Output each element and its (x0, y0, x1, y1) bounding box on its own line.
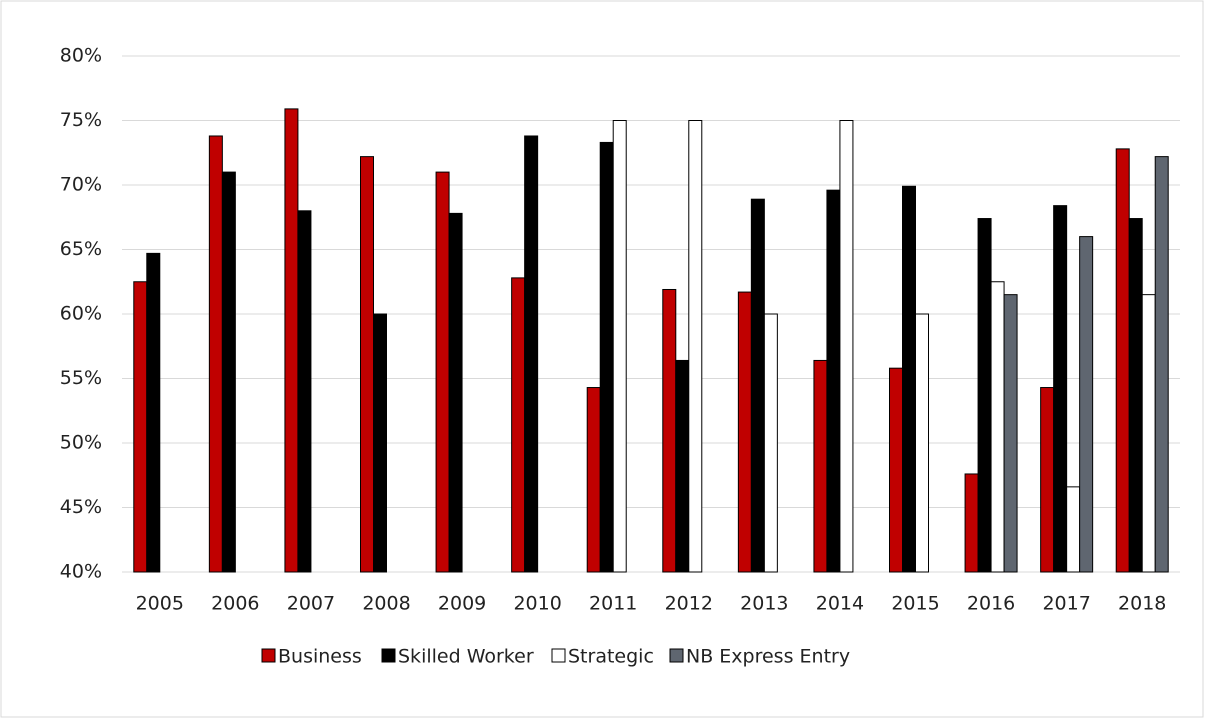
legend-label: Business (278, 646, 362, 668)
bar (826, 189, 841, 573)
bar (750, 198, 765, 573)
bar (435, 171, 450, 573)
legend-swatch (551, 648, 566, 663)
bar (373, 313, 387, 573)
bar (763, 313, 778, 573)
y-tick-label: 65% (60, 238, 102, 260)
legend-swatch (381, 648, 396, 663)
y-tick-label: 55% (60, 367, 102, 389)
bar (964, 473, 979, 573)
x-tick-label: 2010 (513, 593, 561, 615)
bar (675, 359, 690, 573)
bar (662, 288, 677, 573)
bar (1154, 156, 1169, 573)
y-tick-label: 60% (60, 303, 102, 325)
y-tick-label: 80% (60, 45, 102, 67)
legend-label: Skilled Worker (398, 646, 534, 668)
bar (1128, 218, 1143, 573)
x-tick-label: 2008 (362, 593, 410, 615)
y-tick-label: 40% (60, 561, 102, 583)
bar (599, 141, 614, 573)
x-tick-label: 2014 (816, 593, 864, 615)
bar (688, 120, 703, 573)
y-tick-label: 45% (60, 496, 102, 518)
y-tick-label: 70% (60, 174, 102, 196)
x-tick-label: 2013 (740, 593, 788, 615)
bar (511, 277, 526, 573)
x-tick-label: 2012 (665, 593, 713, 615)
x-tick-label: 2005 (136, 593, 184, 615)
bar (284, 108, 299, 573)
bar (146, 252, 161, 573)
bar (524, 135, 539, 573)
bar (839, 120, 854, 573)
y-tick-label: 50% (60, 432, 102, 454)
bar (902, 185, 916, 573)
bar (297, 210, 312, 573)
bar (1141, 294, 1156, 573)
bar (1003, 294, 1018, 573)
x-tick-label: 2011 (589, 593, 637, 615)
legend-swatch (669, 648, 684, 663)
x-tick-label: 2017 (1042, 593, 1090, 615)
x-tick-label: 2018 (1118, 593, 1166, 615)
x-tick-label: 2015 (891, 593, 939, 615)
bar (990, 281, 1005, 573)
x-tick-label: 2007 (287, 593, 335, 615)
bar (1040, 387, 1055, 573)
bar (813, 359, 828, 573)
bar (1079, 236, 1094, 573)
y-tick-label: 75% (60, 109, 102, 131)
legend-label: NB Express Entry (686, 646, 850, 668)
legend-swatch (261, 648, 276, 663)
bar (1115, 148, 1130, 573)
x-tick-label: 2006 (211, 593, 259, 615)
legend-label: Strategic (568, 646, 654, 668)
bar (133, 281, 148, 573)
bar (612, 120, 627, 573)
bar (1053, 205, 1068, 573)
bar (977, 218, 992, 573)
bar (889, 367, 903, 573)
bar (208, 135, 223, 573)
bar (915, 313, 929, 573)
bar (221, 171, 236, 573)
bar (360, 156, 374, 573)
x-tick-label: 2016 (967, 593, 1015, 615)
bar (737, 291, 752, 573)
bar (586, 387, 601, 573)
bar (448, 212, 463, 573)
x-tick-label: 2009 (438, 593, 486, 615)
bar (1066, 486, 1081, 573)
